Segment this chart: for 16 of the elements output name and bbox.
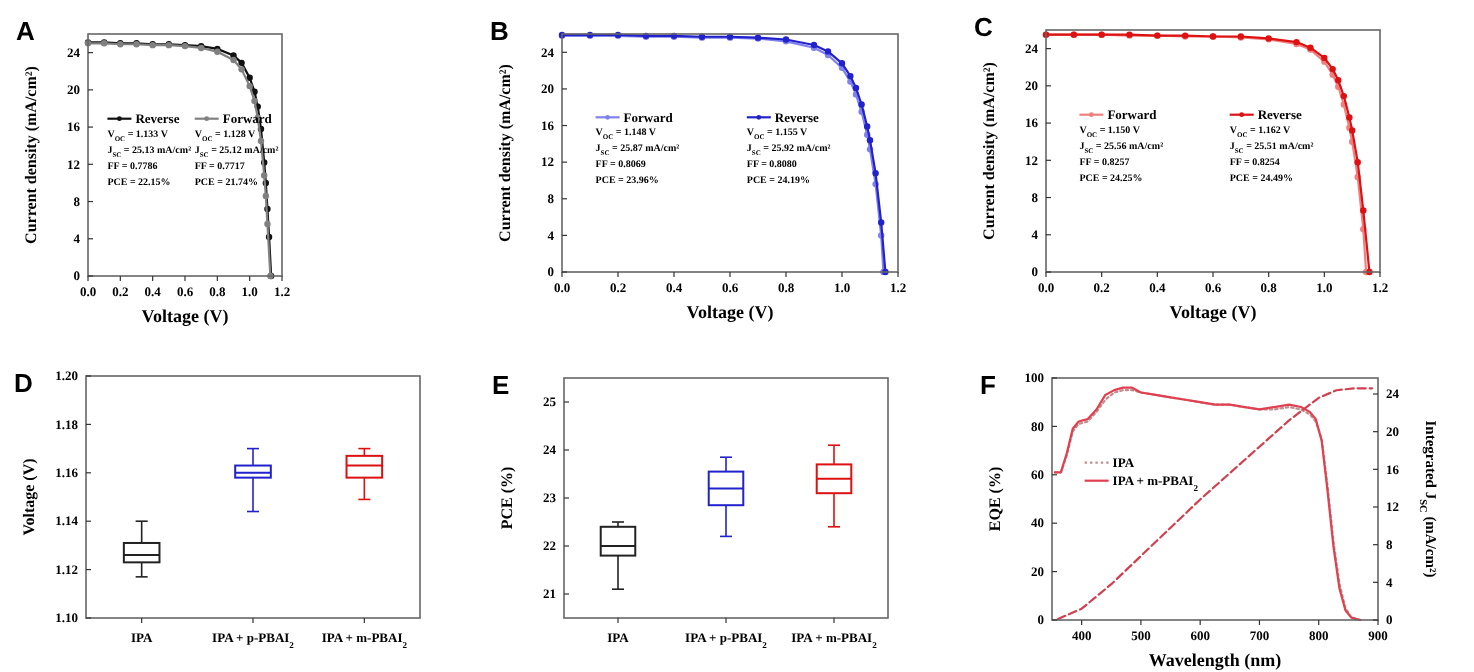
chart-title: C bbox=[974, 12, 994, 42]
x-axis-title: Voltage (V) bbox=[141, 306, 229, 326]
x-axis-title: Wavelength (nm) bbox=[1148, 650, 1282, 670]
y-axis-title: Current density (mA/cm²) bbox=[496, 63, 514, 242]
chart-title: B bbox=[490, 16, 509, 46]
y-axis-title: Current density (mA/cm²) bbox=[980, 61, 998, 240]
y-axis-title: PCE (%) bbox=[498, 466, 516, 530]
chart-title: A bbox=[16, 16, 36, 46]
y-axis-title: Current density (mA/cm²) bbox=[22, 65, 40, 244]
y-axis-title: EQE (%) bbox=[986, 466, 1004, 532]
chart-title: D bbox=[14, 368, 33, 398]
x-axis-title: Voltage (V) bbox=[1169, 302, 1257, 322]
x-axis-title: Voltage (V) bbox=[686, 302, 774, 322]
chart-title: F bbox=[980, 370, 996, 400]
chart-title: E bbox=[492, 370, 510, 400]
y-axis-title: Voltage (V) bbox=[20, 457, 38, 536]
